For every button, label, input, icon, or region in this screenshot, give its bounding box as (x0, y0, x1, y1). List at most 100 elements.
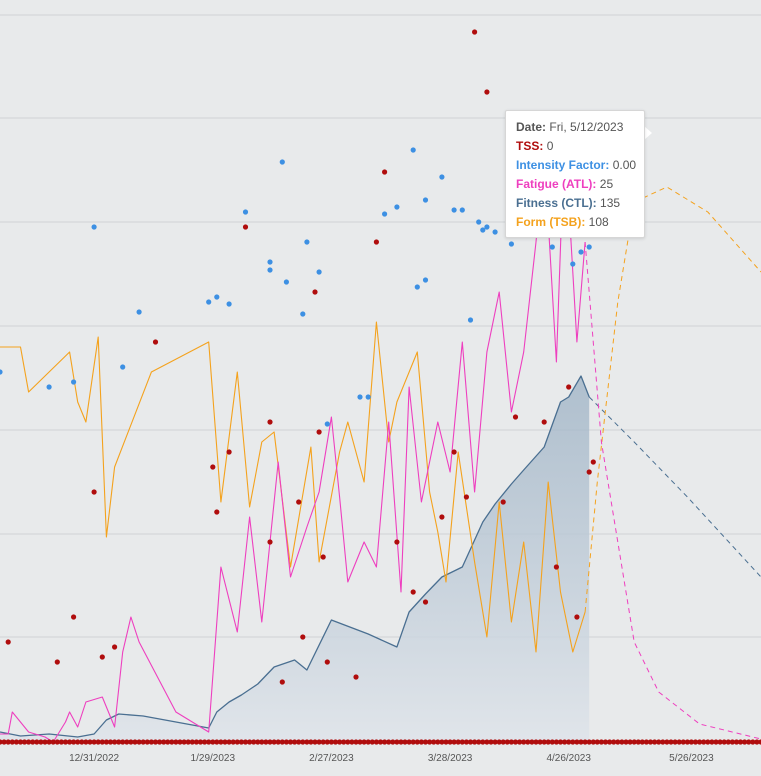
tss-point-31[interactable] (500, 499, 506, 505)
intensity-factor-point-32[interactable] (484, 224, 490, 230)
tss-point-1[interactable] (54, 659, 60, 665)
tss-point-18[interactable] (320, 554, 326, 560)
tss-point-9[interactable] (226, 449, 232, 455)
tss-point-5[interactable] (112, 644, 118, 650)
tss-zero-point-46 (185, 739, 191, 745)
tss-point-25[interactable] (422, 599, 429, 605)
intensity-factor-point-17[interactable] (324, 421, 330, 427)
tss-zero-point-1 (1, 739, 7, 745)
intensity-factor-point-24[interactable] (422, 197, 429, 203)
intensity-factor-point-28[interactable] (459, 207, 465, 213)
tss-zero-point-62 (251, 739, 257, 745)
tss-point-6[interactable] (152, 339, 159, 345)
intensity-factor-point-23[interactable] (414, 284, 420, 290)
intensity-factor-point-41[interactable] (586, 244, 592, 250)
tss-point-15[interactable] (300, 634, 306, 640)
tss-zero-point-22 (87, 739, 93, 745)
intensity-factor-point-0[interactable] (0, 369, 3, 375)
intensity-factor-point-30[interactable] (476, 219, 482, 225)
tooltip-date-label: Date: (516, 120, 547, 134)
intensity-factor-point-25[interactable] (422, 277, 429, 283)
tss-zero-point-31 (124, 739, 130, 745)
tss-point-28[interactable] (463, 494, 469, 500)
tss-point-17[interactable] (316, 429, 322, 435)
tss-point-22[interactable] (382, 169, 388, 175)
tss-point-11[interactable] (267, 419, 273, 425)
tss-zero-point-169 (688, 739, 695, 745)
tss-zero-point-60 (242, 739, 249, 745)
tss-zero-point-148 (602, 739, 609, 745)
intensity-factor-point-10[interactable] (267, 259, 273, 265)
intensity-factor-point-4[interactable] (120, 364, 126, 370)
intensity-factor-point-7[interactable] (214, 294, 220, 300)
tss-point-29[interactable] (472, 29, 478, 35)
tss-zero-point-156 (635, 739, 641, 745)
tss-zero-point-176 (717, 739, 723, 745)
intensity-factor-point-31[interactable] (480, 227, 486, 233)
intensity-factor-point-8[interactable] (226, 301, 232, 307)
intensity-factor-point-27[interactable] (451, 207, 457, 213)
intensity-factor-point-19[interactable] (365, 394, 371, 400)
tss-point-12[interactable] (267, 539, 273, 545)
intensity-factor-point-22[interactable] (410, 147, 416, 153)
tss-point-36[interactable] (574, 614, 580, 620)
tss-point-21[interactable] (373, 239, 379, 245)
form-line (0, 321, 586, 653)
tss-point-7[interactable] (210, 464, 216, 470)
tss-point-37[interactable] (586, 469, 592, 475)
tss-point-14[interactable] (296, 499, 302, 505)
tss-point-19[interactable] (324, 659, 330, 665)
tss-point-8[interactable] (214, 509, 220, 515)
intensity-factor-point-2[interactable] (71, 379, 77, 385)
intensity-factor-point-11[interactable] (267, 267, 273, 273)
tss-point-30[interactable] (484, 89, 490, 95)
tss-point-33[interactable] (541, 419, 547, 425)
tooltip-arrow (644, 126, 652, 140)
intensity-factor-point-34[interactable] (508, 241, 514, 247)
tss-point-3[interactable] (91, 489, 97, 495)
tss-point-27[interactable] (451, 449, 457, 455)
intensity-factor-point-1[interactable] (46, 384, 52, 390)
tss-point-13[interactable] (279, 679, 285, 685)
intensity-factor-point-29[interactable] (467, 317, 474, 323)
tss-point-26[interactable] (439, 514, 445, 520)
tss-zero-point-115 (467, 739, 474, 745)
intensity-factor-point-16[interactable] (316, 269, 322, 275)
tss-zero-point-183 (746, 739, 752, 745)
intensity-factor-point-15[interactable] (304, 239, 310, 245)
tss-point-23[interactable] (394, 539, 400, 545)
intensity-factor-point-5[interactable] (136, 309, 142, 315)
intensity-factor-point-26[interactable] (439, 174, 445, 180)
intensity-factor-point-40[interactable] (578, 249, 584, 255)
tss-point-16[interactable] (312, 289, 318, 295)
tss-point-10[interactable] (242, 224, 249, 230)
tss-zero-point-152 (619, 739, 625, 745)
tss-point-2[interactable] (71, 614, 77, 620)
tss-zero-point-45 (181, 739, 187, 745)
x-tick-label-1: 1/29/2023 (191, 753, 236, 764)
intensity-factor-point-39[interactable] (570, 261, 576, 267)
intensity-factor-point-3[interactable] (91, 224, 97, 230)
intensity-factor-point-38[interactable] (549, 244, 555, 250)
intensity-factor-point-6[interactable] (206, 299, 212, 305)
intensity-factor-point-12[interactable] (279, 159, 285, 165)
tss-zero-point-20 (79, 739, 85, 745)
intensity-factor-point-9[interactable] (242, 209, 249, 215)
tss-point-34[interactable] (553, 564, 560, 570)
tss-point-24[interactable] (410, 589, 416, 595)
tss-zero-point-170 (692, 739, 699, 745)
intensity-factor-point-33[interactable] (492, 229, 498, 235)
intensity-factor-point-21[interactable] (394, 204, 400, 210)
intensity-factor-point-18[interactable] (357, 394, 363, 400)
intensity-factor-point-13[interactable] (283, 279, 289, 285)
intensity-factor-point-20[interactable] (382, 211, 388, 217)
tss-point-20[interactable] (353, 674, 359, 680)
tss-point-35[interactable] (566, 384, 572, 390)
tss-point-4[interactable] (99, 654, 105, 660)
tss-point-32[interactable] (512, 414, 519, 420)
intensity-factor-point-14[interactable] (300, 311, 306, 317)
tss-point-0[interactable] (5, 639, 11, 645)
data-points (0, 29, 761, 745)
tooltip-if-row: Intensity Factor: 0.00 (516, 156, 636, 175)
tss-point-38[interactable] (590, 459, 596, 465)
